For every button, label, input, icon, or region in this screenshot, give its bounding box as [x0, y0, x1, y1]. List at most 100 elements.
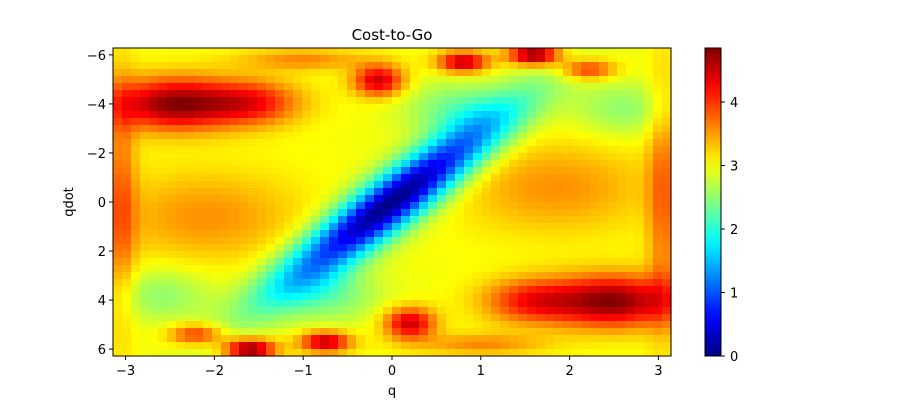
- heatmap-cell: [212, 174, 222, 182]
- heatmap-cell: [437, 69, 447, 77]
- heatmap-cell: [572, 286, 582, 294]
- heatmap-cell: [302, 300, 312, 308]
- heatmap-cell: [356, 258, 366, 266]
- heatmap-cell: [383, 265, 393, 273]
- heatmap-cell: [320, 90, 330, 98]
- heatmap-cell: [455, 251, 465, 259]
- heatmap-cell: [581, 139, 591, 147]
- heatmap-cell: [554, 62, 564, 70]
- heatmap-cell: [365, 118, 375, 126]
- heatmap-cell: [248, 48, 258, 56]
- heatmap-cell: [509, 97, 519, 105]
- heatmap-cell: [239, 314, 249, 322]
- heatmap-cell: [392, 97, 402, 105]
- heatmap-cell: [410, 62, 420, 70]
- heatmap-cell: [320, 48, 330, 56]
- heatmap-cell: [653, 286, 663, 294]
- heatmap-cell: [239, 167, 249, 175]
- heatmap-cell: [419, 90, 429, 98]
- heatmap-cell: [419, 328, 429, 336]
- heatmap-cell: [545, 307, 555, 315]
- heatmap-cell: [347, 62, 357, 70]
- heatmap-cell: [653, 237, 663, 245]
- heatmap-cell: [509, 335, 519, 343]
- heatmap-cell: [149, 62, 159, 70]
- heatmap-cell: [248, 97, 258, 105]
- heatmap-cell: [617, 90, 627, 98]
- heatmap-cell: [257, 181, 267, 189]
- heatmap-cell: [248, 223, 258, 231]
- heatmap-cell: [176, 195, 186, 203]
- heatmap-cell: [167, 62, 177, 70]
- heatmap-cell: [113, 251, 123, 259]
- heatmap-cell: [320, 188, 330, 196]
- heatmap-cell: [185, 62, 195, 70]
- heatmap-cell: [563, 265, 573, 273]
- heatmap-cell: [275, 104, 285, 112]
- heatmap-cell: [374, 125, 384, 133]
- heatmap-cell: [167, 321, 177, 329]
- heatmap-cell: [266, 244, 276, 252]
- heatmap-cell: [545, 202, 555, 210]
- heatmap-cell: [581, 349, 591, 357]
- heatmap-cell: [221, 251, 231, 259]
- heatmap-cell: [491, 146, 501, 154]
- heatmap-cell: [563, 97, 573, 105]
- heatmap-cell: [320, 118, 330, 126]
- heatmap-cell: [356, 146, 366, 154]
- heatmap-cell: [320, 153, 330, 161]
- heatmap-cell: [392, 167, 402, 175]
- y-tick-label: 4: [98, 294, 106, 309]
- heatmap-cell: [203, 265, 213, 273]
- heatmap-cell: [257, 111, 267, 119]
- heatmap-cell: [185, 160, 195, 168]
- heatmap-cell: [410, 307, 420, 315]
- heatmap-cell: [446, 230, 456, 238]
- heatmap-cell: [131, 286, 141, 294]
- heatmap-cell: [482, 97, 492, 105]
- heatmap-cell: [572, 132, 582, 140]
- heatmap-cell: [356, 216, 366, 224]
- heatmap-cell: [122, 167, 132, 175]
- heatmap-cell: [275, 76, 285, 84]
- heatmap-cell: [203, 90, 213, 98]
- heatmap-cell: [338, 160, 348, 168]
- heatmap-cell: [248, 188, 258, 196]
- heatmap-cell: [194, 272, 204, 280]
- heatmap-cell: [527, 195, 537, 203]
- heatmap-cell: [212, 286, 222, 294]
- colorbar-tick-label: 1: [730, 286, 738, 301]
- heatmap-cell: [365, 202, 375, 210]
- heatmap-cell: [608, 153, 618, 161]
- heatmap-cell: [635, 244, 645, 252]
- heatmap-cell: [221, 209, 231, 217]
- heatmap-cell: [572, 83, 582, 91]
- heatmap-cell: [149, 48, 159, 56]
- heatmap-cell: [239, 272, 249, 280]
- heatmap-cell: [500, 293, 510, 301]
- heatmap-cell: [446, 139, 456, 147]
- heatmap-cell: [419, 223, 429, 231]
- heatmap-cell: [122, 83, 132, 91]
- heatmap-cell: [392, 139, 402, 147]
- heatmap-cell: [455, 111, 465, 119]
- heatmap-cell: [527, 62, 537, 70]
- heatmap-cell: [212, 244, 222, 252]
- heatmap-cell: [572, 125, 582, 133]
- heatmap-cell: [518, 153, 528, 161]
- heatmap-cell: [482, 202, 492, 210]
- heatmap-cell: [581, 55, 591, 63]
- heatmap-cell: [284, 209, 294, 217]
- heatmap-cell: [122, 69, 132, 77]
- heatmap-cell: [167, 174, 177, 182]
- heatmap-cell: [635, 153, 645, 161]
- heatmap-cell: [140, 328, 150, 336]
- heatmap-cell: [257, 118, 267, 126]
- heatmap-cell: [257, 188, 267, 196]
- heatmap-cell: [383, 188, 393, 196]
- heatmap-cell: [626, 125, 636, 133]
- heatmap-cell: [617, 118, 627, 126]
- heatmap-cell: [194, 230, 204, 238]
- heatmap-cell: [257, 321, 267, 329]
